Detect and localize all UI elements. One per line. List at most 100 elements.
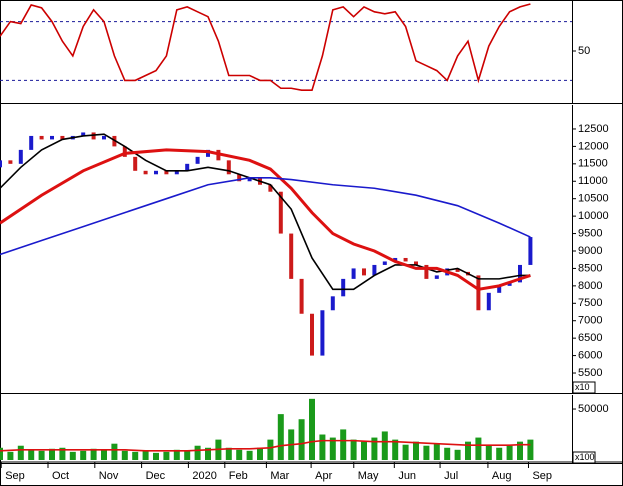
candle-body	[351, 268, 356, 279]
candle-body	[185, 163, 190, 171]
bar	[17, 445, 24, 460]
bar	[267, 439, 274, 460]
candle-body	[289, 233, 294, 279]
bar	[69, 451, 76, 460]
bar	[225, 447, 232, 460]
bar	[7, 451, 14, 460]
candle-body	[60, 135, 65, 140]
bar	[101, 449, 107, 460]
bar	[392, 439, 399, 460]
bar	[246, 450, 253, 460]
y-tick-label: 9000	[578, 245, 602, 257]
candle-body	[18, 149, 23, 164]
bar	[433, 443, 440, 460]
candle-body	[362, 268, 366, 276]
series-line	[0, 133, 531, 291]
bar	[298, 419, 305, 460]
candle-body	[528, 237, 533, 265]
x-tick-label: 2020	[192, 470, 216, 482]
y-tick-label: 10500	[578, 193, 609, 205]
candle-body	[102, 135, 106, 140]
bar	[350, 439, 357, 460]
bar	[257, 447, 263, 460]
x-tick-label: Oct	[52, 470, 69, 482]
x-tick-label: May	[358, 470, 379, 482]
bar	[454, 449, 461, 460]
series-line	[0, 3, 531, 91]
x-tick-label: Dec	[146, 470, 166, 482]
bar	[340, 429, 347, 460]
x-tick-label: Jun	[398, 470, 416, 482]
candle-body	[393, 257, 398, 262]
candle-body	[164, 170, 169, 175]
y-tick-label: 8500	[578, 262, 602, 274]
candle-body	[133, 156, 138, 171]
x-tick-label: Feb	[229, 470, 248, 482]
y-tick-label: 50	[578, 45, 590, 57]
y-tick-label: 10000	[578, 210, 609, 222]
x-tick-label: Jul	[444, 470, 458, 482]
bar	[121, 450, 128, 460]
bar	[517, 441, 523, 460]
candle-body	[476, 275, 481, 311]
candle-body	[237, 174, 242, 182]
candle-body	[486, 292, 491, 311]
candle-body	[91, 132, 96, 140]
candle-body	[247, 177, 252, 182]
bar	[309, 398, 315, 460]
bar	[163, 451, 170, 460]
bar	[205, 447, 211, 460]
bar	[371, 437, 378, 460]
candle-body	[143, 170, 148, 175]
bar	[496, 447, 503, 460]
candle-body	[403, 257, 408, 262]
x-tick-label: Nov	[99, 470, 119, 482]
bar	[444, 447, 451, 460]
series-line	[0, 148, 531, 291]
y-tick-label: 5500	[578, 367, 602, 379]
candle-body	[122, 146, 127, 157]
y-tick-label: 8000	[578, 280, 602, 292]
candle-body	[455, 268, 460, 272]
candle-body	[29, 135, 34, 150]
bar	[80, 450, 87, 460]
candle-body	[268, 184, 273, 192]
bar	[28, 449, 35, 460]
bar	[153, 452, 159, 460]
candle-body	[206, 149, 210, 157]
bar	[413, 441, 419, 460]
bar	[361, 441, 367, 460]
y-tick-label: 11000	[578, 175, 608, 187]
bar	[90, 448, 97, 460]
bar	[111, 443, 118, 460]
y-tick-label: 12000	[578, 140, 609, 152]
candle-body	[81, 132, 86, 136]
y-tick-label: 7500	[578, 297, 602, 309]
bar	[381, 431, 388, 460]
bar	[236, 449, 243, 460]
candle-body	[341, 278, 346, 297]
x-tick-label: Apr	[315, 470, 332, 482]
candle-body	[497, 285, 502, 293]
unit-box	[572, 381, 596, 394]
y-tick-label: 6000	[578, 349, 602, 361]
bar	[475, 437, 482, 460]
series-line	[0, 176, 531, 256]
series-line	[0, 439, 531, 452]
x-tick-label: Aug	[492, 470, 512, 482]
bar	[277, 414, 284, 460]
candle-body	[278, 191, 283, 234]
y-tick-label: 9500	[578, 227, 602, 239]
y-tick-label: 7000	[578, 315, 602, 327]
candle-body	[8, 160, 13, 164]
candle-body	[330, 296, 335, 311]
bar	[142, 450, 149, 460]
bar	[194, 445, 201, 460]
y-unit-label: x10	[575, 382, 590, 392]
bar	[184, 450, 191, 460]
candle-body	[310, 313, 314, 356]
candle-body	[414, 261, 418, 265]
candle-body	[195, 156, 200, 164]
